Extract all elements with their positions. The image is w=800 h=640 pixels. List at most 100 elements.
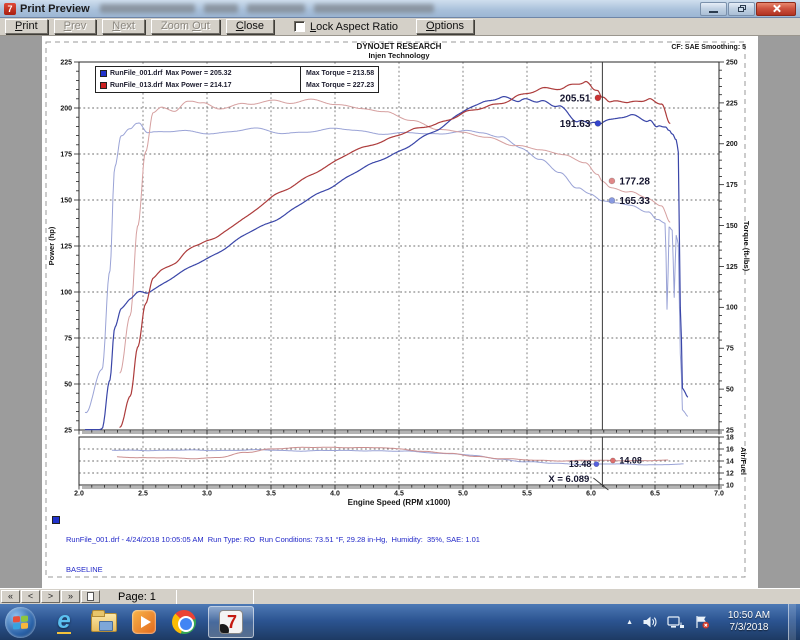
close-window-button[interactable] (756, 1, 796, 16)
media-player-icon (132, 610, 156, 634)
action-center-flag-icon[interactable] (694, 615, 710, 629)
run001-label: BASELINE (66, 565, 103, 574)
prev-page-button[interactable]: Prev (53, 19, 97, 34)
power-tick-label: 125 (60, 243, 72, 250)
torque-tick-label: 250 (726, 59, 738, 66)
taskbar-clock[interactable]: 10:50 AM 7/3/2018 (719, 610, 779, 634)
print-button[interactable]: Print (5, 19, 48, 34)
restore-button[interactable] (728, 1, 755, 16)
network-icon[interactable] (667, 615, 685, 629)
options-button[interactable]: Options (416, 19, 474, 34)
afr-readout-13.48: 13.48 (569, 459, 592, 469)
status-bar: « < > » Page: 1 (0, 588, 800, 604)
rpm-tick-label: 5.0 (458, 491, 468, 498)
taskbar-item-chrome[interactable] (164, 606, 204, 638)
last-page-button[interactable]: » (61, 590, 80, 603)
legend-row-run013: RunFile_013.drf Max Power = 214.17 Max T… (96, 79, 378, 92)
chart-subtitle: Injen Technology (368, 51, 430, 60)
run001-conditions: RunFile_001.drf - 4/24/2018 10:05:05 AM … (66, 535, 480, 544)
close-icon (772, 4, 781, 13)
start-button[interactable] (5, 606, 36, 638)
rpm-tick-label: 5.5 (522, 491, 532, 498)
torque-curve-RunFile_001.drf (84, 122, 688, 417)
clock-time: 10:50 AM (727, 610, 771, 621)
taskbar-item-internet-explorer[interactable]: e (44, 606, 84, 638)
power-tick-label: 25 (64, 427, 72, 434)
rpm-tick-label: 2.5 (138, 491, 148, 498)
chrome-icon (172, 610, 196, 634)
preview-page: DYNOJET RESEARCH Injen Technology CF: SAE … (42, 36, 758, 640)
legend-file-name: RunFile_013.drf (110, 82, 163, 89)
torque-tick-label: 75 (726, 346, 734, 353)
next-page-button[interactable]: Next (102, 19, 145, 34)
smoothing-note: CF: SAE Smoothing: 5 (671, 44, 746, 51)
minimize-icon (709, 10, 718, 13)
torque-tick-label: 200 (726, 141, 738, 148)
afr-tick-label: 16 (726, 446, 734, 453)
rpm-tick-label: 3.5 (266, 491, 276, 498)
cursor-marker-165.33 (608, 197, 616, 204)
next-page-button[interactable]: > (41, 590, 60, 603)
zoom-out-button[interactable]: Zoom Out (150, 19, 220, 34)
legend-max-power: Max Power = 205.32 (165, 70, 232, 77)
minimize-button[interactable] (700, 1, 727, 16)
preview-area: DYNOJET RESEARCH Injen Technology CF: SAE … (0, 36, 800, 640)
cursor-marker-14.08 (609, 457, 616, 464)
windows-flag-icon (13, 614, 28, 630)
rpm-tick-label: 4.0 (330, 491, 340, 498)
page-icon (87, 592, 94, 601)
rpm-tick-label: 7.0 (714, 491, 724, 498)
x-axis-title: Engine Speed (RPM x1000) (348, 498, 451, 507)
afr-readout-14.08: 14.08 (619, 456, 642, 466)
dyno-app-icon: 7 (219, 610, 243, 634)
legend-max-torque: Max Torque = 213.58 (300, 67, 374, 80)
torque-tick-label: 125 (726, 264, 738, 271)
print-preview-toolbar: Print Prev Next Zoom Out Close Lock Aspe… (0, 18, 800, 36)
torque-axis-title: Torque (ft-lbs) (742, 221, 751, 272)
run013-color-chip (100, 82, 107, 89)
cursor-readout-177.28: 177.28 (619, 176, 650, 187)
restore-icon (737, 5, 746, 12)
power-tick-label: 225 (60, 59, 72, 66)
statusbar-separator (175, 589, 177, 604)
power-tick-label: 200 (60, 105, 72, 112)
redacted-title-text (246, 4, 305, 13)
folder-icon (91, 609, 117, 632)
lock-aspect-ratio-checkbox[interactable] (293, 21, 305, 32)
chart-legend: RunFile_001.drf Max Power = 205.32 Max T… (95, 66, 379, 93)
lock-aspect-ratio-label: Lock Aspect Ratio (309, 20, 399, 33)
run001-color-chip (52, 516, 60, 524)
page-setup-button[interactable] (81, 590, 100, 603)
power-tick-label: 50 (64, 381, 72, 388)
rpm-tick-label: 6.5 (650, 491, 660, 498)
redacted-title-text (99, 4, 195, 13)
afr-curve-RunFile_013.drf AFR (116, 446, 669, 462)
cursor-label-leader (593, 477, 609, 491)
run001-color-chip (100, 70, 107, 77)
afr-tick-label: 18 (726, 434, 734, 441)
first-page-button[interactable]: « (1, 590, 20, 603)
rpm-tick-label: 6.0 (586, 491, 596, 498)
previous-page-button[interactable]: < (21, 590, 40, 603)
legend-row-run001: RunFile_001.drf Max Power = 205.32 Max T… (96, 67, 378, 80)
speaker-icon[interactable] (642, 615, 658, 629)
cursor-marker-177.28 (608, 177, 616, 185)
windows-taskbar: e 7 ▲ 10:50 AM (0, 604, 800, 640)
cursor-marker-205.51 (594, 94, 602, 102)
taskbar-item-file-explorer[interactable] (84, 606, 124, 638)
afr-tick-label: 12 (726, 470, 734, 477)
rpm-tick-label: 2.0 (74, 491, 84, 498)
afr-curve-RunFile_001.drf AFR (111, 449, 684, 466)
taskbar-item-media-player[interactable] (124, 606, 164, 638)
close-preview-button[interactable]: Close (225, 19, 274, 34)
power-tick-label: 175 (60, 151, 72, 158)
system-tray: ▲ 10:50 AM 7/3/2018 (626, 604, 800, 640)
taskbar-item-dyno-app-active[interactable]: 7 (208, 606, 254, 638)
afr-tick-label: 10 (726, 482, 734, 489)
internet-explorer-icon: e (57, 607, 71, 634)
window-titlebar: 7 Print Preview (0, 0, 800, 18)
show-desktop-button[interactable] (788, 604, 796, 640)
tray-expand-icon[interactable]: ▲ (626, 618, 633, 626)
rpm-tick-label: 3.0 (202, 491, 212, 498)
